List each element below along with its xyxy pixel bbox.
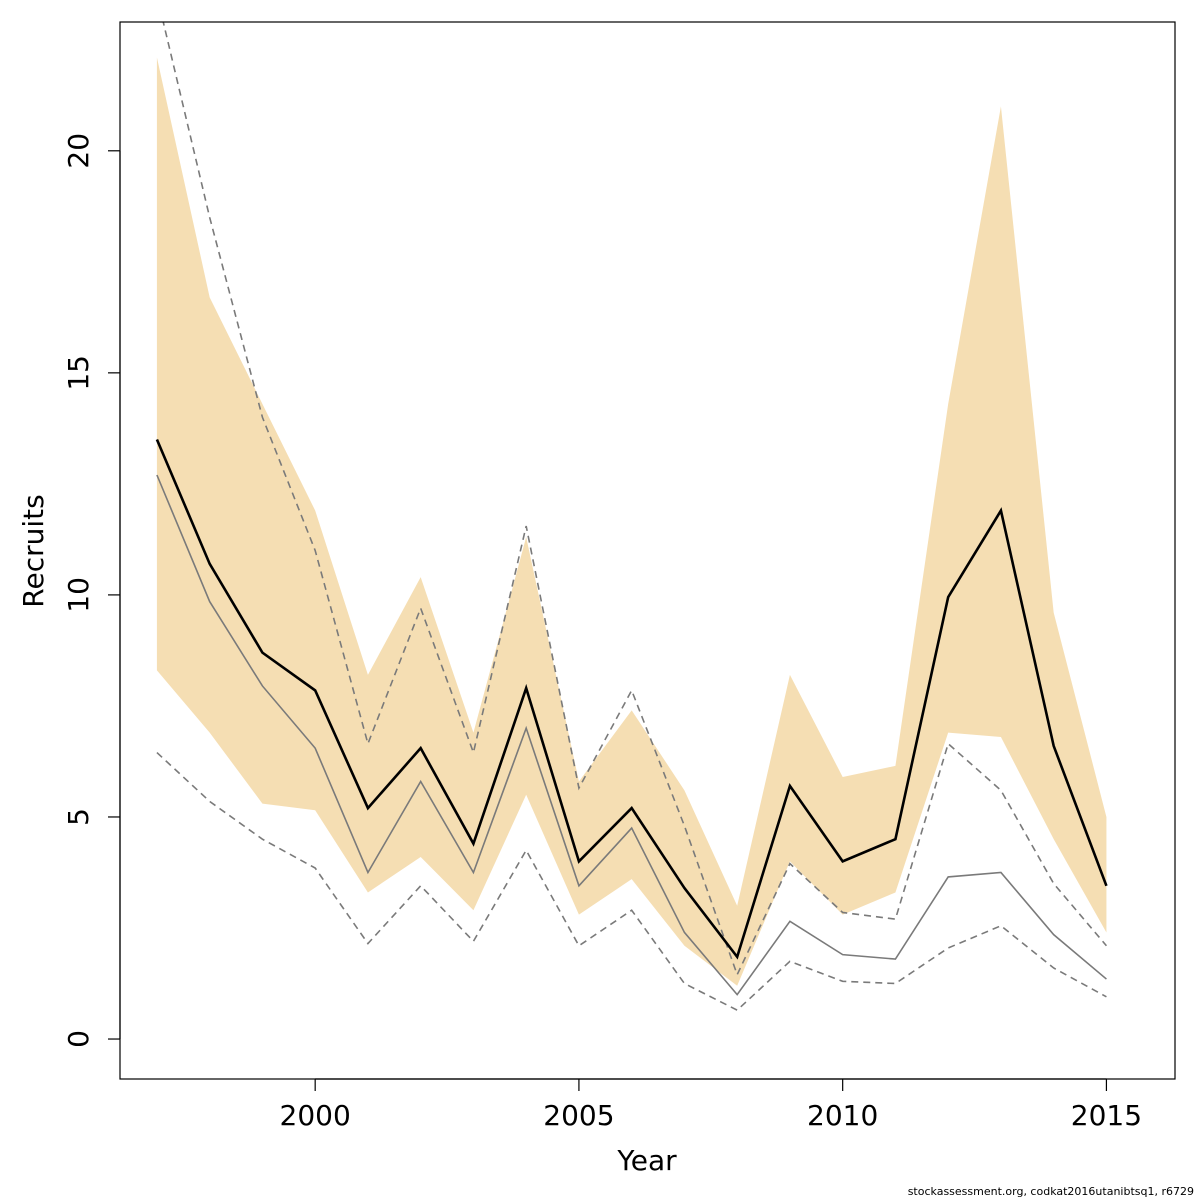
confidence-band: [156, 57, 1107, 986]
y-tick-label: 10: [62, 577, 95, 613]
y-tick-label: 5: [62, 808, 95, 826]
x-tick-label: 2005: [543, 1099, 614, 1132]
y-axis-label: Recruits: [17, 494, 50, 607]
x-tick-label: 2000: [280, 1099, 351, 1132]
y-tick-label: 20: [62, 133, 95, 169]
series-line-solid-grey: [156, 474, 1107, 996]
x-tick-label: 2015: [1071, 1099, 1142, 1132]
y-axis: 0 5 10 15 20: [62, 133, 121, 1048]
y-tick-label: 0: [62, 1030, 95, 1048]
x-axis: 2000 2005 2010 2015: [280, 1078, 1142, 1132]
y-tick-label: 15: [62, 355, 95, 391]
series-line-dashed-grey-lower: [156, 751, 1107, 1012]
series-line-dashed-grey-upper: [162, 22, 1108, 977]
x-axis-label: Year: [616, 1144, 677, 1177]
series-line-solid-black: [155, 438, 1108, 960]
x-tick-label: 2010: [807, 1099, 878, 1132]
footer-credit: stockassessment.org, codkat2016utanibtsq…: [907, 1185, 1194, 1198]
